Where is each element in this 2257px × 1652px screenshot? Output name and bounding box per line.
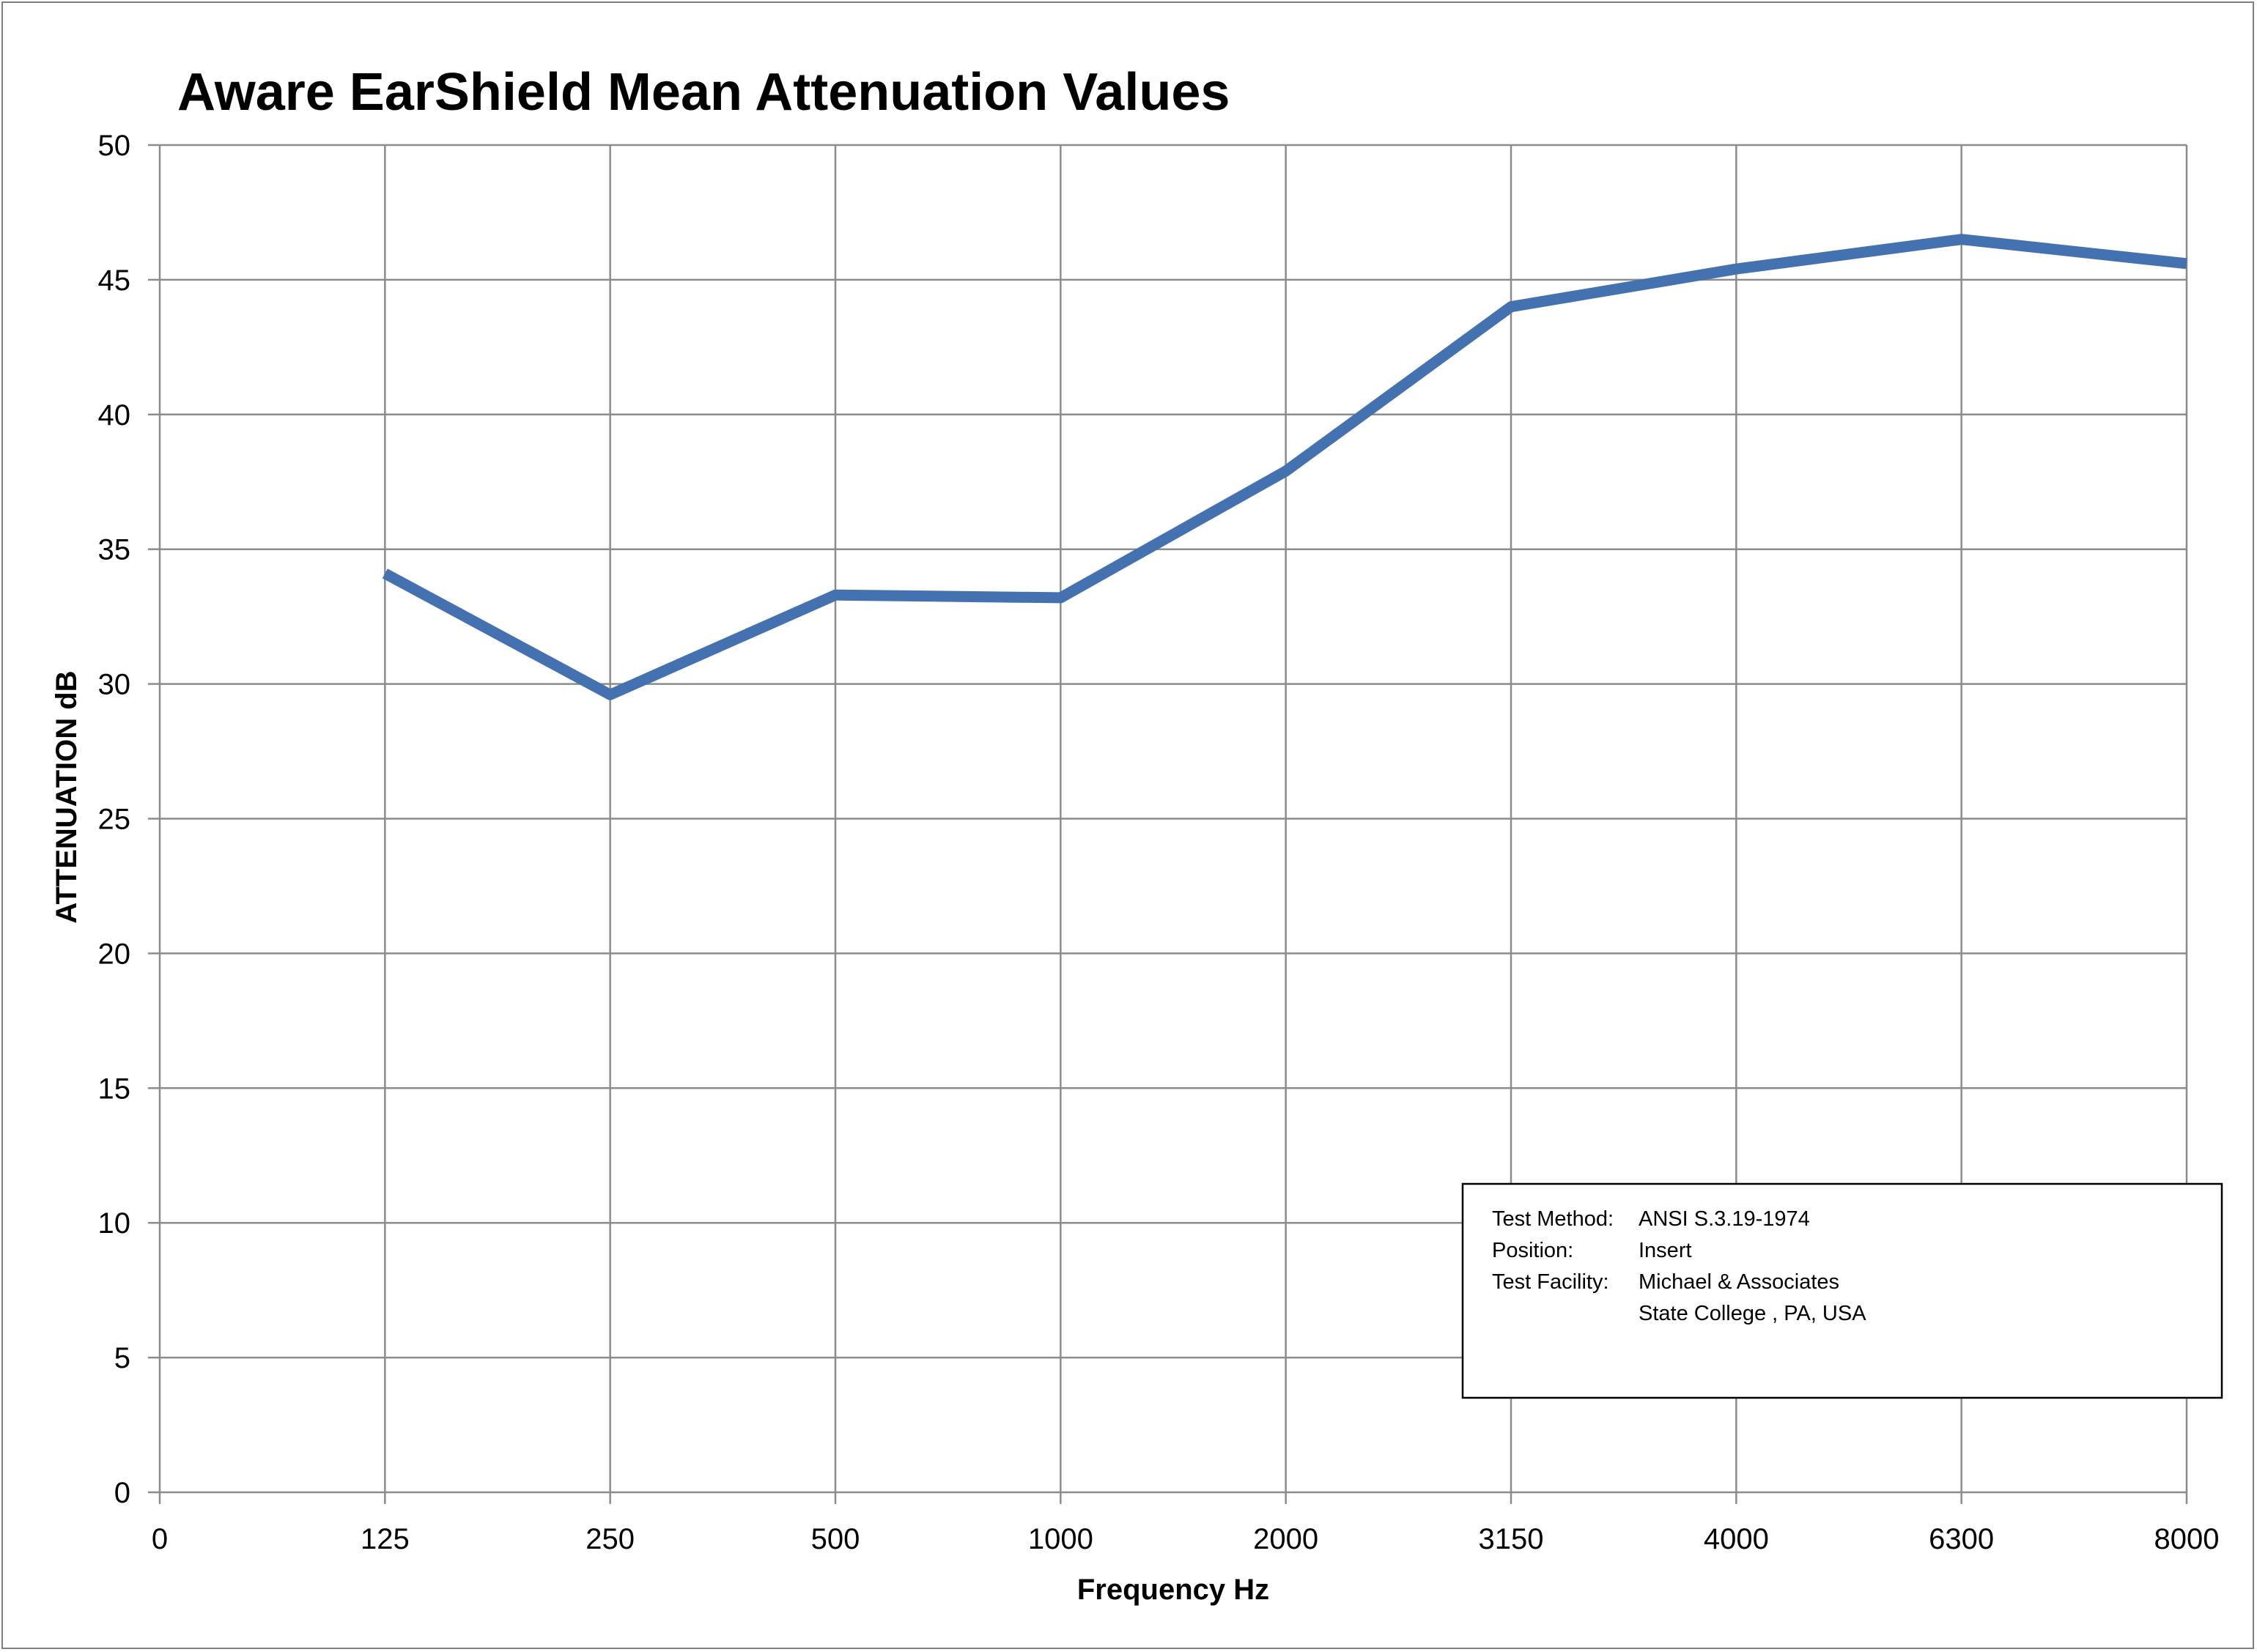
x-tick-label: 3150 — [1479, 1523, 1544, 1555]
data-point — [2186, 263, 2187, 264]
data-point — [835, 594, 836, 596]
info-value: Michael & Associates — [1639, 1270, 1839, 1294]
y-tick-label: 40 — [98, 399, 131, 431]
info-key: Position: — [1492, 1239, 1573, 1262]
y-tick-labels: 0 5 10 15 20 25 30 35 40 45 50 — [98, 130, 131, 1509]
y-tick-label: 35 — [98, 534, 131, 566]
y-tick-label: 5 — [114, 1342, 130, 1374]
x-tick-label: 2000 — [1253, 1523, 1318, 1555]
x-tick-label: 250 — [586, 1523, 635, 1555]
data-point — [610, 694, 611, 695]
x-tick-label: 125 — [361, 1523, 410, 1555]
data-point — [384, 573, 385, 574]
data-point — [1060, 597, 1061, 599]
y-tick-label: 50 — [98, 130, 131, 162]
x-tick-label: 500 — [811, 1523, 860, 1555]
y-tick-label: 45 — [98, 264, 131, 297]
x-tick-label: 0 — [152, 1523, 168, 1555]
y-tick-label: 10 — [98, 1207, 131, 1240]
chart-title: Aware EarShield Mean Attenuation Values — [177, 63, 1230, 122]
y-tick-label: 0 — [114, 1477, 130, 1509]
info-value: State College , PA, USA — [1639, 1302, 1866, 1325]
y-tick-label: 15 — [98, 1073, 131, 1105]
x-tick-label: 6300 — [1929, 1523, 1994, 1555]
x-axis-label: Frequency Hz — [1077, 1574, 1269, 1606]
x-tick-label: 8000 — [2154, 1523, 2220, 1555]
info-value: Insert — [1639, 1239, 1692, 1262]
y-axis-label: ATTENUATION dB — [51, 670, 83, 923]
y-tick-label: 30 — [98, 669, 131, 701]
data-point — [1961, 239, 1962, 240]
series-line — [382, 234, 2187, 700]
info-key: Test Method: — [1492, 1207, 1614, 1231]
line-chart: Aware EarShield Mean Attenuation Values … — [51, 63, 2223, 1606]
test-info-box: Test Method: ANSI S.3.19-1974 Position: Ins… — [1461, 1182, 2223, 1399]
data-point — [1735, 268, 1737, 270]
axis-lines — [148, 144, 2188, 1504]
y-tick-label: 25 — [98, 804, 131, 836]
info-key: Test Facility: — [1492, 1270, 1609, 1294]
x-tick-label: 1000 — [1028, 1523, 1093, 1555]
x-tick-label: 4000 — [1704, 1523, 1769, 1555]
y-tick-label: 20 — [98, 938, 131, 970]
data-point — [1510, 306, 1512, 308]
series-layer — [382, 234, 2187, 700]
grid-lines — [160, 144, 2188, 1492]
data-point — [1285, 470, 1287, 472]
x-tick-labels: 0 125 250 500 1000 2000 3150 4000 6300 8000 — [152, 1523, 2220, 1555]
info-value: ANSI S.3.19-1974 — [1639, 1207, 1810, 1231]
